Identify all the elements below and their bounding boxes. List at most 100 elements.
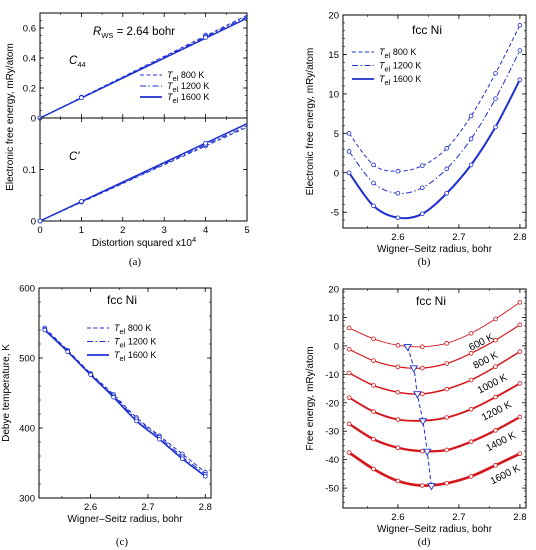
panel-b-ytick-label: -5 [331,208,339,219]
panel-d-point [444,447,450,453]
panel-d-point [517,451,523,456]
panel-c-point [134,418,139,424]
panel-d-point [444,361,450,366]
panel-c-legend-label-2: Tel 1600 K [114,350,156,363]
panel-a-1-series-0 [39,126,248,222]
panel-c-legend-label-1: Tel 1200 K [114,337,156,350]
panel-d-point [419,365,425,371]
panel-d-minimum-marker [427,483,436,491]
panel-d-ytick-label: -20 [325,398,339,409]
panel-b-point [395,190,401,196]
panel-a-1-point [203,140,209,146]
panel-b-title: fcc Ni [412,23,442,37]
panel-b-point [346,149,352,154]
panel-c-series-2 [44,329,206,477]
panel-b-point [493,71,498,76]
panel-a-0-point [203,35,209,40]
panel-d-point [371,336,376,342]
panel-d-minimum-marker [418,418,428,426]
panel-b-point [493,124,498,130]
caption-c: (c) [116,536,129,548]
panel-c-point [42,327,48,333]
panel-d-frame [342,288,527,509]
panel-b-point [517,77,523,82]
panel-a-xtick-label: 3 [162,225,167,236]
panel-d-point [395,417,401,422]
panel-c-ytick-label: 500 [19,354,35,365]
panel-d-xtick-label: 2.6 [391,512,404,523]
panel-d-point [346,346,352,352]
panel-a-1-ytick-label: 0.1 [23,165,36,176]
panel-b-ytick-label: 0 [334,168,339,179]
panel-a-legend-label-1: Tel 1200 K [167,81,209,94]
panel-b-point [444,146,450,151]
panel-d-point [419,448,425,454]
panel-c-title: fcc Ni [107,293,137,307]
panel-a-label-c44: C44 [69,55,86,69]
panel-d-point [517,300,523,305]
panel-c-frame [38,287,212,499]
panel-a-1-frame [39,117,248,222]
panel-a-ylabel: Electronic free energy, mRy/atom [5,43,16,191]
panel-d-xtick-label: 2.7 [452,512,465,523]
panel-b-point [517,48,523,53]
panel-b-series-2 [348,79,521,220]
panel-c-point [88,372,93,378]
panel-d-ytick-label: 10 [328,313,339,324]
panel-d-point [419,391,425,397]
panel-a-legend-label-2: Tel 1600 K [167,92,209,105]
panel-d-point [468,331,474,336]
panel-b-ytick-label: 5 [334,129,339,140]
panel-b-xtick-label: 2.6 [391,232,404,243]
panel-b-point [419,185,425,191]
panel-d-point [419,483,425,488]
panel-d-point [395,389,401,395]
panel-d-minimum-marker [403,344,412,352]
panel-a-xtick-label: 0 [37,225,42,236]
panel-b-point [346,170,352,176]
panel-d-point [395,364,401,370]
panel-a-xtick-label: 1 [79,225,84,236]
panel-d-point [444,480,450,486]
panel-b-xtick-label: 2.8 [513,232,526,243]
panel-d-point [493,463,498,468]
panel-b-point [444,190,450,196]
panel-b-ytick-label: 10 [328,89,339,100]
panel-a-label-cprime: C' [69,151,80,163]
panel-c-point [157,436,162,442]
panel-d-point [395,445,401,451]
panel-c-point [202,473,208,479]
panel-d-point [395,478,401,484]
panel-d-point [468,439,474,445]
panel-b-legend-label-1: Tel 1200 K [379,61,421,74]
panel-b-point [468,113,474,119]
panel-a-0-ytick-label: 0.4 [23,54,36,65]
panel-d-point [517,322,523,328]
panel-c-ylabel: Debye temperature, K [1,344,12,442]
panel-d-xtick-label: 2.8 [513,512,526,523]
panel-d-point [346,395,352,400]
panel-a-0-ytick-label: 0.6 [23,24,36,35]
panel-d-point [346,450,352,455]
panel-d-point [468,474,474,479]
panel-d-minimum-marker [409,365,419,373]
panel-a-1-series-2 [39,122,248,222]
panel-d-point [493,316,498,322]
panel-d-point [371,409,376,414]
panel-b-point [371,162,376,168]
panel-d-minimum-marker [422,448,432,457]
panel-b-xlabel: Wigner–Seitz radius, bohr [377,244,493,255]
panel-d-point [493,364,498,369]
panel-b-legend-label-0: Tel 800 K [379,47,416,60]
panel-a-1-ytick-label: 0 [31,217,36,228]
panel-c-xlabel: Wigner–Seitz radius, bohr [67,514,183,525]
panel-d-point [395,343,401,348]
panel-d-point [444,415,450,420]
panel-b-point [395,168,401,174]
panel-a-1-point [37,218,43,224]
panel-d-ytick-label: -40 [325,455,339,466]
panel-c-ytick-label: 600 [19,284,35,295]
panel-a-0-series-2 [39,17,248,119]
panel-a-xtick-label: 2 [120,225,125,236]
